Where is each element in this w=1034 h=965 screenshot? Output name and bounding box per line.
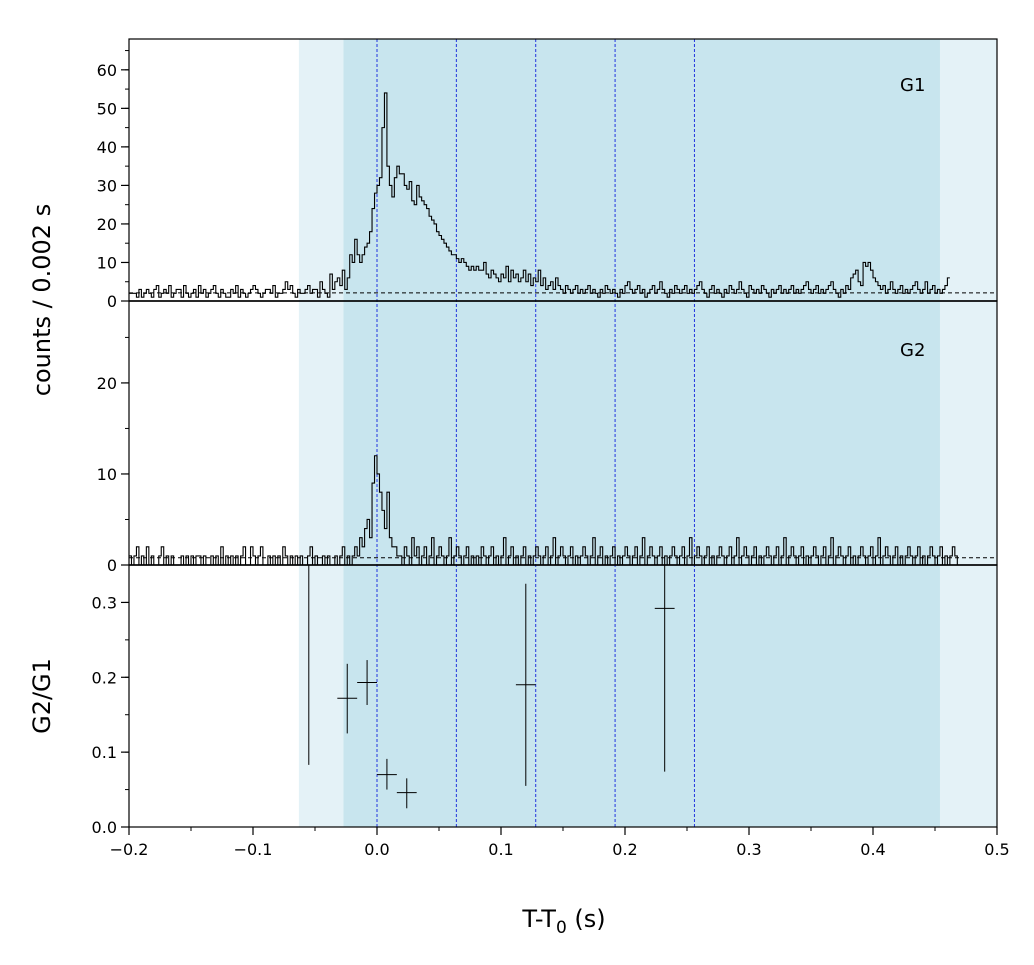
x-tick-label: 0.2 — [612, 840, 637, 859]
x-tick-label: 0.5 — [984, 840, 1009, 859]
x-tick-label: 0.1 — [488, 840, 513, 859]
ratio-point — [337, 663, 358, 734]
y-axis-title-counts: counts / 0.002 s — [28, 204, 56, 396]
y-tick-label: 0 — [107, 556, 117, 575]
x-axis-title-subscript: 0 — [556, 918, 567, 938]
panel-frame-2 — [128, 564, 998, 828]
shaded-region-inner-interval — [343, 39, 940, 827]
ratio-point — [357, 660, 377, 705]
ratio-point — [377, 758, 397, 790]
ratio-point — [515, 583, 536, 786]
y-tick-label: 0 — [107, 292, 117, 311]
ratio-point — [654, 565, 675, 772]
panel-label-g1: G1 — [900, 75, 925, 96]
x-axis-title-unit: (s) — [567, 905, 606, 933]
shaded-intervals — [298, 39, 997, 827]
y-tick-label: 20 — [97, 374, 117, 393]
x-axis: −0.2 −0.1 0.0 0.1 0.2 0.3 0.4 0.5 — [110, 827, 1010, 859]
y-tick-label: 0.1 — [92, 743, 117, 762]
panel-ratio: 0.0 0.1 0.2 0.3 — [92, 564, 675, 837]
y-tick-label: 60 — [97, 61, 117, 80]
y-tick-label: 0.0 — [92, 818, 117, 837]
y-axis-title-ratio: G2/G1 — [28, 658, 56, 734]
lightcurve-g1 — [129, 92, 950, 298]
x-tick-label: 0.4 — [860, 840, 885, 859]
y-tick-label: 10 — [97, 253, 117, 272]
y-tick-label: 0.2 — [92, 668, 117, 687]
y-tick-label: 40 — [97, 138, 117, 157]
ratio-point — [396, 778, 417, 809]
panel-frames — [128, 38, 998, 828]
x-tick-label: 0.3 — [736, 840, 761, 859]
time-interval-lines — [376, 39, 695, 827]
y-tick-label: 50 — [97, 99, 117, 118]
y-tick-label: 0.3 — [92, 593, 117, 612]
y-tick-label: 20 — [97, 215, 117, 234]
x-tick-label: −0.1 — [234, 840, 273, 859]
x-tick-label: −0.2 — [110, 840, 149, 859]
x-axis-title-main: T-T — [521, 905, 556, 933]
x-tick-label: 0.0 — [364, 840, 389, 859]
lightcurve-g2 — [129, 455, 960, 566]
x-axis-title: T-T0 (s) — [521, 905, 605, 938]
y-tick-label: 10 — [97, 465, 117, 484]
y-tick-label: 30 — [97, 176, 117, 195]
panel-label-g2: G2 — [900, 340, 925, 361]
